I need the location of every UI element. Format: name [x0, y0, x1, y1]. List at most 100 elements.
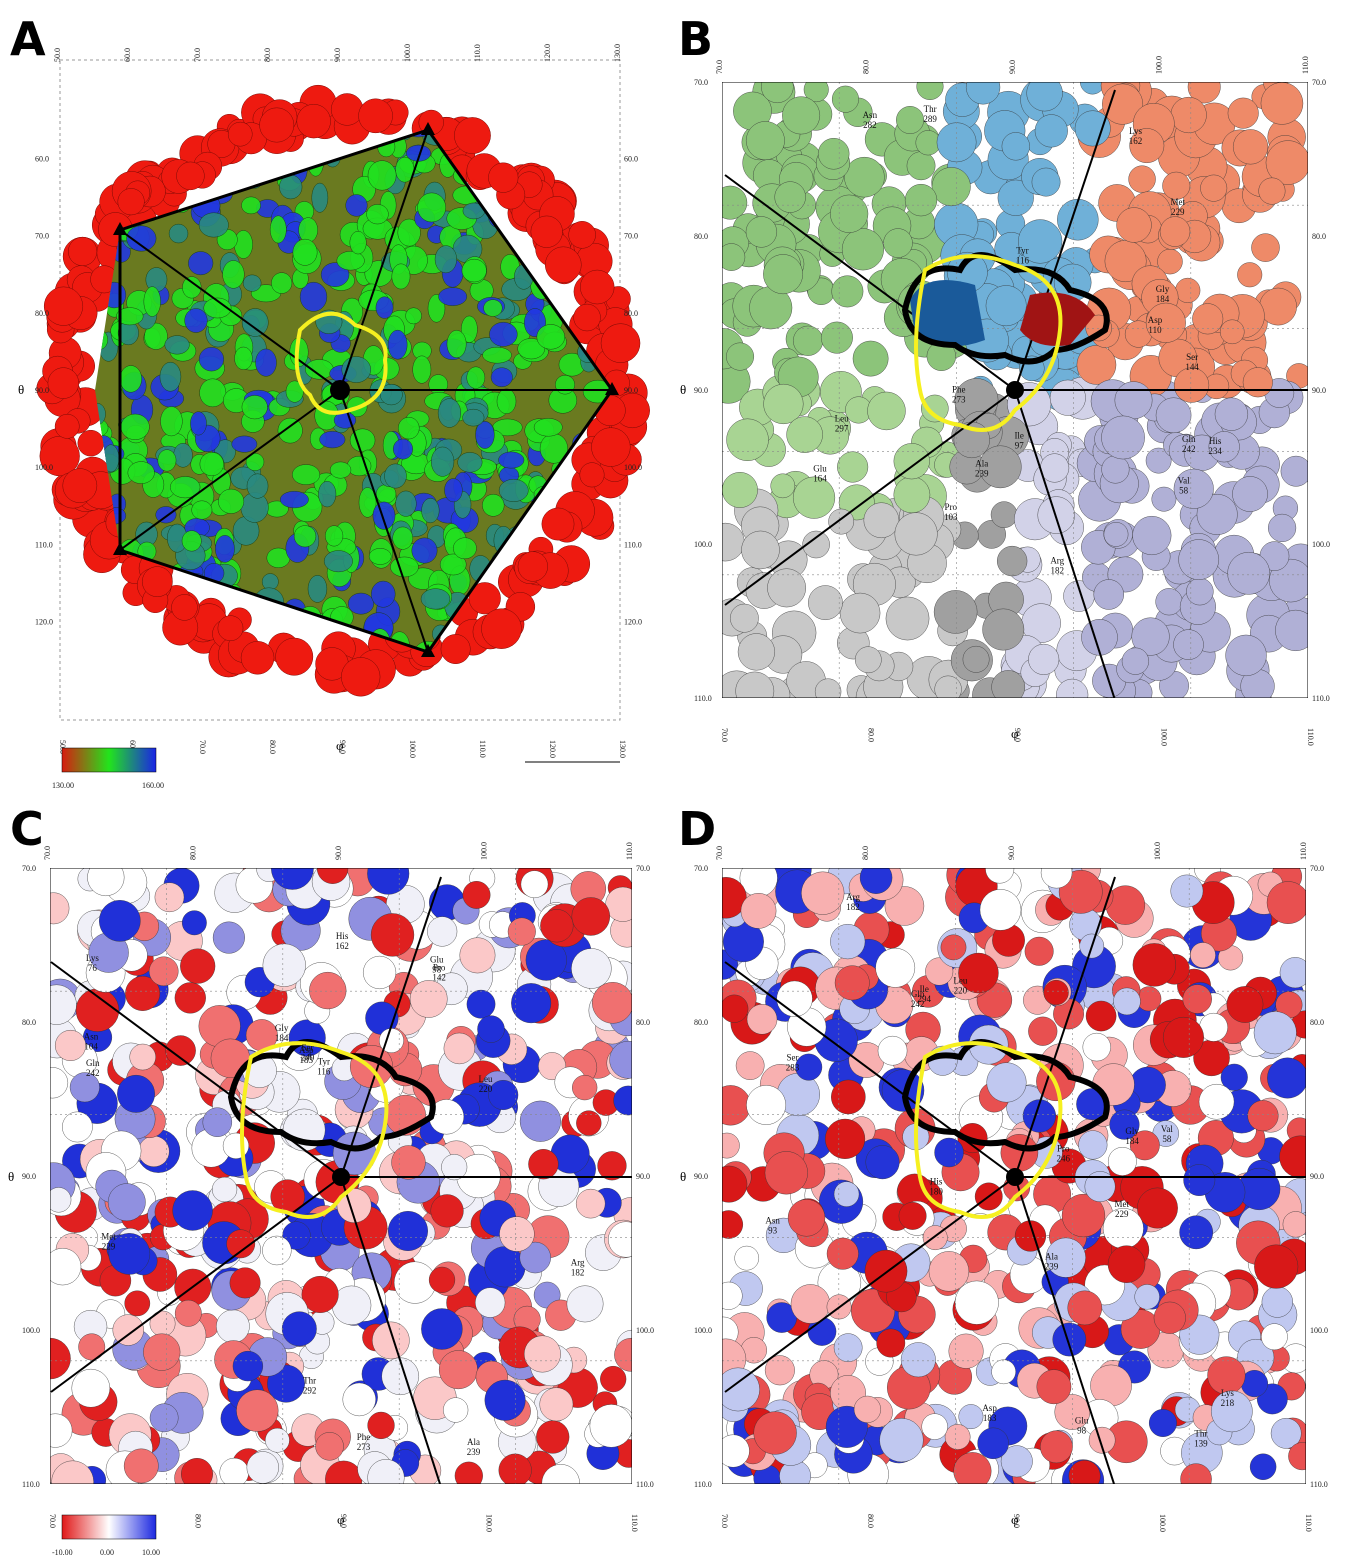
residue-patch	[1028, 644, 1059, 675]
phi-label: φ	[337, 1512, 345, 1527]
phi-tick-label: 100.0	[1153, 842, 1162, 860]
residue-patch	[775, 182, 806, 213]
residue-patch	[746, 121, 784, 159]
residue-name: Gly	[1125, 1126, 1139, 1136]
red-blob	[569, 221, 596, 248]
residue-patch	[1190, 942, 1215, 967]
residue-name: Met	[101, 1231, 116, 1241]
residue-patch	[895, 513, 938, 556]
backgrounds	[30, 60, 1325, 1503]
residue-patch	[954, 1452, 992, 1490]
residue-name: Phe	[952, 384, 966, 394]
residue-patch	[932, 167, 971, 206]
residue-patch	[978, 1428, 1009, 1459]
residue-patch	[567, 1286, 603, 1322]
theta-tick-label: 120.0	[35, 617, 53, 626]
residue-name: Arg	[571, 1257, 585, 1267]
residue-patch	[444, 1033, 475, 1064]
phi-tick-label: 80.0	[861, 846, 870, 860]
residue-blob	[89, 629, 111, 649]
residue-blob	[83, 599, 103, 627]
residue-number: 184	[1125, 1136, 1139, 1146]
theta-tick-label: 70.0	[694, 864, 708, 873]
residue-blob	[458, 452, 483, 472]
residue-patch	[542, 1464, 580, 1502]
residue-patch	[488, 1080, 518, 1110]
residue-blob	[563, 120, 582, 138]
theta-tick-label-right: 110.0	[1310, 1480, 1328, 1489]
residue-blob	[119, 632, 138, 660]
residue-blob	[188, 111, 205, 137]
residue-blob	[576, 168, 597, 186]
residue-blob	[318, 481, 336, 507]
residue-patch	[1254, 1245, 1298, 1289]
residue-blob	[280, 491, 308, 508]
residue-patch	[108, 1184, 145, 1221]
residue-patch	[945, 1424, 970, 1449]
residue-name: Tyr	[318, 1056, 330, 1066]
residue-patch	[1113, 988, 1140, 1015]
residue-name: Leu	[479, 1074, 493, 1084]
residue-patch	[727, 419, 769, 461]
residue-patch	[1040, 454, 1069, 483]
residue-patch	[181, 1458, 213, 1490]
phi-tick-label-bottom: 80.0	[268, 740, 277, 754]
theta-tick-label: 80.0	[694, 232, 708, 241]
residue-patch	[175, 982, 206, 1013]
residue-blob	[234, 347, 252, 370]
phi-tick-label: 100.0	[1155, 56, 1164, 74]
residue-name: Glu	[1075, 1416, 1089, 1426]
red-blob	[441, 634, 470, 663]
residue-patch	[1094, 579, 1124, 609]
residue-patch	[1192, 304, 1223, 335]
theta-tick-label-right: 110.0	[1312, 694, 1330, 703]
residue-patch	[1250, 1454, 1276, 1480]
residue-blob	[102, 595, 120, 618]
residue-patch	[431, 1194, 464, 1227]
theta-tick-label-right: 110.0	[636, 1480, 654, 1489]
phi-tick-label-bottom: 70.0	[48, 1514, 57, 1528]
red-blob	[454, 117, 490, 153]
residue-blob	[494, 526, 513, 555]
residue-blob	[541, 607, 562, 632]
residue-blob	[599, 153, 620, 181]
red-blob	[142, 567, 172, 597]
red-blob	[331, 93, 363, 125]
residue-patch	[1122, 648, 1149, 675]
residue-name: Ser	[786, 1052, 798, 1062]
residue-number: 292	[303, 1386, 317, 1396]
residue-blob	[559, 119, 586, 146]
theta-tick-label-right: 70.0	[636, 864, 650, 873]
theta-tick-label: 70.0	[35, 232, 49, 241]
residue-blob	[158, 450, 176, 472]
residue-name: Val	[1178, 475, 1190, 485]
residue-patch	[818, 138, 849, 169]
phi-tick-label-bottom: 80.0	[194, 1514, 203, 1528]
theta-tick-label: 90.0	[694, 386, 708, 395]
panel-letter: A	[10, 12, 46, 66]
residue-blob	[192, 501, 212, 519]
residue-patch	[1174, 368, 1209, 403]
residue-blob	[292, 464, 320, 484]
theta-label: θ	[680, 1169, 686, 1184]
residue-name: Arg	[846, 892, 860, 902]
residue-number: 182	[846, 902, 860, 912]
residue-blob	[467, 367, 485, 389]
residue-number: 183	[983, 1413, 997, 1423]
residue-patch	[1117, 208, 1152, 243]
residue-patch	[467, 990, 495, 1018]
residue-number: 180	[929, 1186, 943, 1196]
residue-patch	[113, 1315, 144, 1346]
residue-number: 162	[335, 941, 349, 951]
red-blob	[591, 428, 630, 467]
residue-patch	[1102, 456, 1130, 484]
residue-patch	[860, 862, 892, 894]
residue-number: 240	[301, 1053, 315, 1063]
residue-patch	[955, 1281, 999, 1325]
residue-blob	[308, 146, 324, 176]
residue-number: 220	[479, 1084, 493, 1094]
residue-number: 116	[317, 1066, 331, 1076]
residue-patch	[787, 417, 823, 453]
residue-name: Ala	[1045, 1251, 1058, 1261]
residue-blob	[596, 564, 613, 585]
